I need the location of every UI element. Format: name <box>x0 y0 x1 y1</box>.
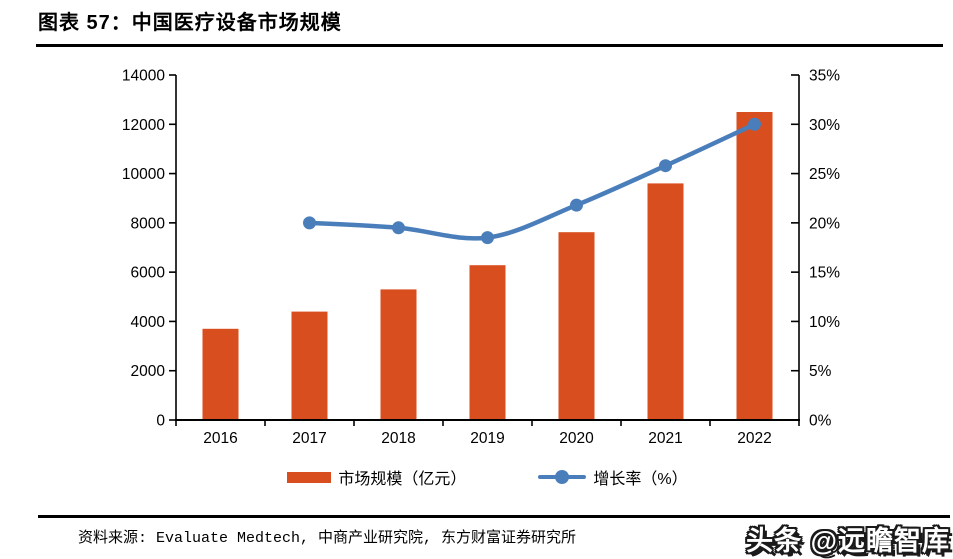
page-title: 图表 57：中国医疗设备市场规模 <box>38 12 342 34</box>
combo-chart: 0 2000 4000 6000 8000 10000 12000 14000 0% 5% 10% 1… <box>122 68 840 448</box>
bar-2022 <box>736 112 773 420</box>
source-note: 资料来源: Evaluate Medtech, 中商产业研究院, 东方财富证券研… <box>78 530 577 547</box>
right-axis-tick-label: 10% <box>809 314 840 331</box>
x-axis-tick-label: 2022 <box>737 430 771 447</box>
left-axis-tick-label: 2000 <box>131 363 166 380</box>
bar-2016 <box>202 328 239 420</box>
right-axis-tick-label: 0% <box>809 413 832 430</box>
bar-2018 <box>380 289 417 420</box>
chart-legend: 市场规模（亿元） 增长率（%） <box>176 464 799 490</box>
left-axis-tick-label: 14000 <box>122 68 165 85</box>
left-axis-tick-label: 10000 <box>122 166 165 183</box>
line-marker-2022 <box>748 117 761 131</box>
bar-2020 <box>558 232 595 420</box>
line-series-swatch <box>538 470 587 484</box>
right-axis-tick-label: 25% <box>809 166 840 183</box>
bar-series-swatch <box>287 471 332 483</box>
left-axis-tick-label: 12000 <box>122 117 165 134</box>
right-axis-tick-label: 35% <box>809 68 840 85</box>
left-axis-tick-label: 0 <box>156 413 165 430</box>
left-axis-tick-label: 8000 <box>131 215 166 232</box>
right-axis-tick-label: 20% <box>809 215 840 232</box>
x-axis-tick-label: 2016 <box>203 430 237 447</box>
right-axis-tick-label: 5% <box>809 363 832 380</box>
line-marker-swatch <box>555 470 570 484</box>
line-marker-2019 <box>481 231 494 245</box>
legend-item-market-size: 市场规模（亿元） <box>287 465 466 489</box>
x-axis-tick-label: 2018 <box>381 430 415 447</box>
line-marker-2017 <box>303 216 316 230</box>
left-axis-tick-label: 4000 <box>131 314 166 331</box>
x-axis-tick-label: 2021 <box>648 430 682 447</box>
line-marker-2020 <box>570 198 583 212</box>
line-marker-2018 <box>392 221 405 235</box>
right-axis-tick-label: 30% <box>809 117 840 134</box>
legend-item-growth-rate: 增长率（%） <box>538 465 688 489</box>
legend-label-market-size: 市场规模（亿元） <box>338 471 467 488</box>
legend-label-growth-rate: 增长率（%） <box>593 471 688 488</box>
x-axis-tick-label: 2020 <box>559 430 594 447</box>
growth-rate-line <box>307 122 757 241</box>
bar-2017 <box>291 311 328 420</box>
bar-2021 <box>647 183 684 420</box>
x-axis-tick-label: 2019 <box>470 430 504 447</box>
bar-2019 <box>469 265 506 420</box>
left-axis-tick-label: 6000 <box>131 265 166 282</box>
watermark: 头条 @远瞻智库 <box>746 526 950 556</box>
right-axis-tick-label: 15% <box>809 265 840 282</box>
footer-divider <box>38 515 950 518</box>
title-divider <box>36 44 943 47</box>
line-marker-2021 <box>659 159 672 173</box>
x-axis-tick-label: 2017 <box>292 430 326 447</box>
